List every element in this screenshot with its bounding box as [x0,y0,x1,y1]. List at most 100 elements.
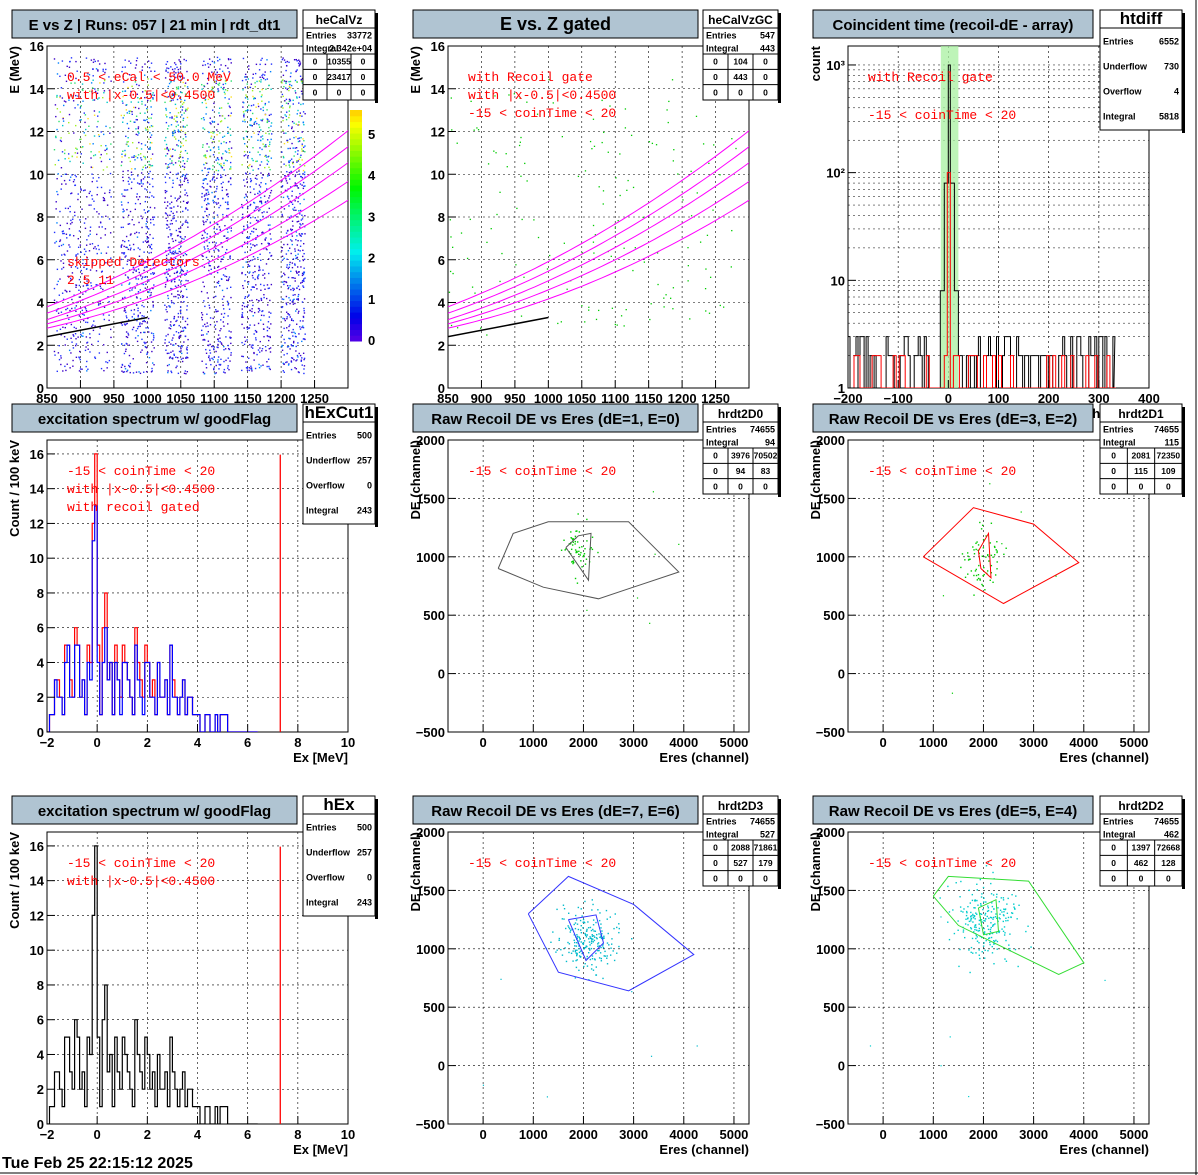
data-cell [184,221,187,223]
data-cell [203,373,206,375]
data-cell [290,357,293,359]
data-cell [96,98,99,100]
y-tick-label: 16 [30,447,44,462]
data-cell [180,78,182,81]
data-point [533,219,535,221]
stats-value: 74655 [750,817,775,827]
data-cell [241,203,243,206]
data-cell [297,140,300,143]
data-cell [126,189,129,191]
data-cell [291,235,294,237]
data-cell [249,259,252,262]
data-cell [207,198,209,201]
data-cell [182,316,184,318]
kinematic-curve [448,162,749,321]
data-cell [127,137,129,139]
data-cell [125,342,128,345]
data-cell [201,206,203,208]
data-cell [94,356,96,358]
data-cell [206,218,208,221]
data-cell [244,110,247,112]
data-cell [151,153,154,155]
data-cell [168,166,170,168]
stats-value: 0 [367,481,372,491]
data-cell [84,114,87,116]
data-cell [297,285,300,287]
data-point [1004,932,1006,934]
data-cell [203,230,205,232]
data-cell [139,275,142,277]
data-cell [246,181,248,184]
data-cell [169,214,171,217]
data-cell [227,195,229,198]
data-cell [282,362,284,364]
data-cell [250,346,253,348]
data-cell [85,321,87,323]
data-cell [215,201,217,204]
data-cell [138,255,141,258]
data-point [591,536,594,538]
data-point [571,537,573,540]
data-cell [179,184,182,186]
data-point [667,121,669,124]
data-cell [211,86,213,89]
data-cell [109,172,112,175]
stats-value: 74655 [1154,817,1179,827]
data-cell [268,348,270,350]
data-point [981,936,983,939]
data-cell [175,271,178,274]
data-cell [138,141,140,144]
data-cell [182,144,184,147]
data-point [976,913,978,915]
data-cell [203,179,205,181]
stats-name: hrdt2D2 [1118,799,1164,813]
data-cell [289,348,291,350]
data-cell [74,307,76,309]
data-cell [149,136,152,139]
data-cell [204,198,207,200]
data-cell [86,267,88,270]
data-cell [290,201,293,204]
data-cell [183,162,186,165]
data-cell [251,157,253,160]
data-cell [220,64,222,66]
data-cell [135,269,137,271]
data-cell [281,275,283,277]
data-point [589,949,591,951]
data-cell [283,85,285,88]
data-cell [62,243,65,246]
data-point [578,951,581,954]
data-cell [84,134,87,137]
data-cell [230,227,232,229]
annotation: -15 < coinTime < 20 [67,464,215,479]
data-point [526,180,528,182]
x-tick-label: 1000 [519,735,548,750]
kinematic-curve [448,181,749,325]
data-point [985,556,987,558]
data-point [583,965,585,968]
data-point [593,936,596,938]
data-cell [174,115,176,117]
data-cell [294,175,296,178]
data-cell [174,197,176,199]
data-cell [227,203,229,206]
data-cell [207,171,210,174]
data-cell [210,268,212,271]
data-cell [282,95,284,98]
data-point [598,186,600,188]
data-point [576,959,578,961]
data-cell [138,196,141,198]
data-cell [205,220,207,223]
data-cell [270,125,272,127]
data-cell [164,197,166,199]
stats-matrix-cell: 3976 [731,451,750,461]
data-cell [211,345,213,348]
data-cell [58,245,60,248]
data-point [967,905,969,908]
data-cell [143,74,146,76]
data-cell [180,290,182,292]
data-cell [291,345,293,347]
data-cell [152,218,154,221]
data-point [980,903,982,905]
data-cell [97,244,99,247]
